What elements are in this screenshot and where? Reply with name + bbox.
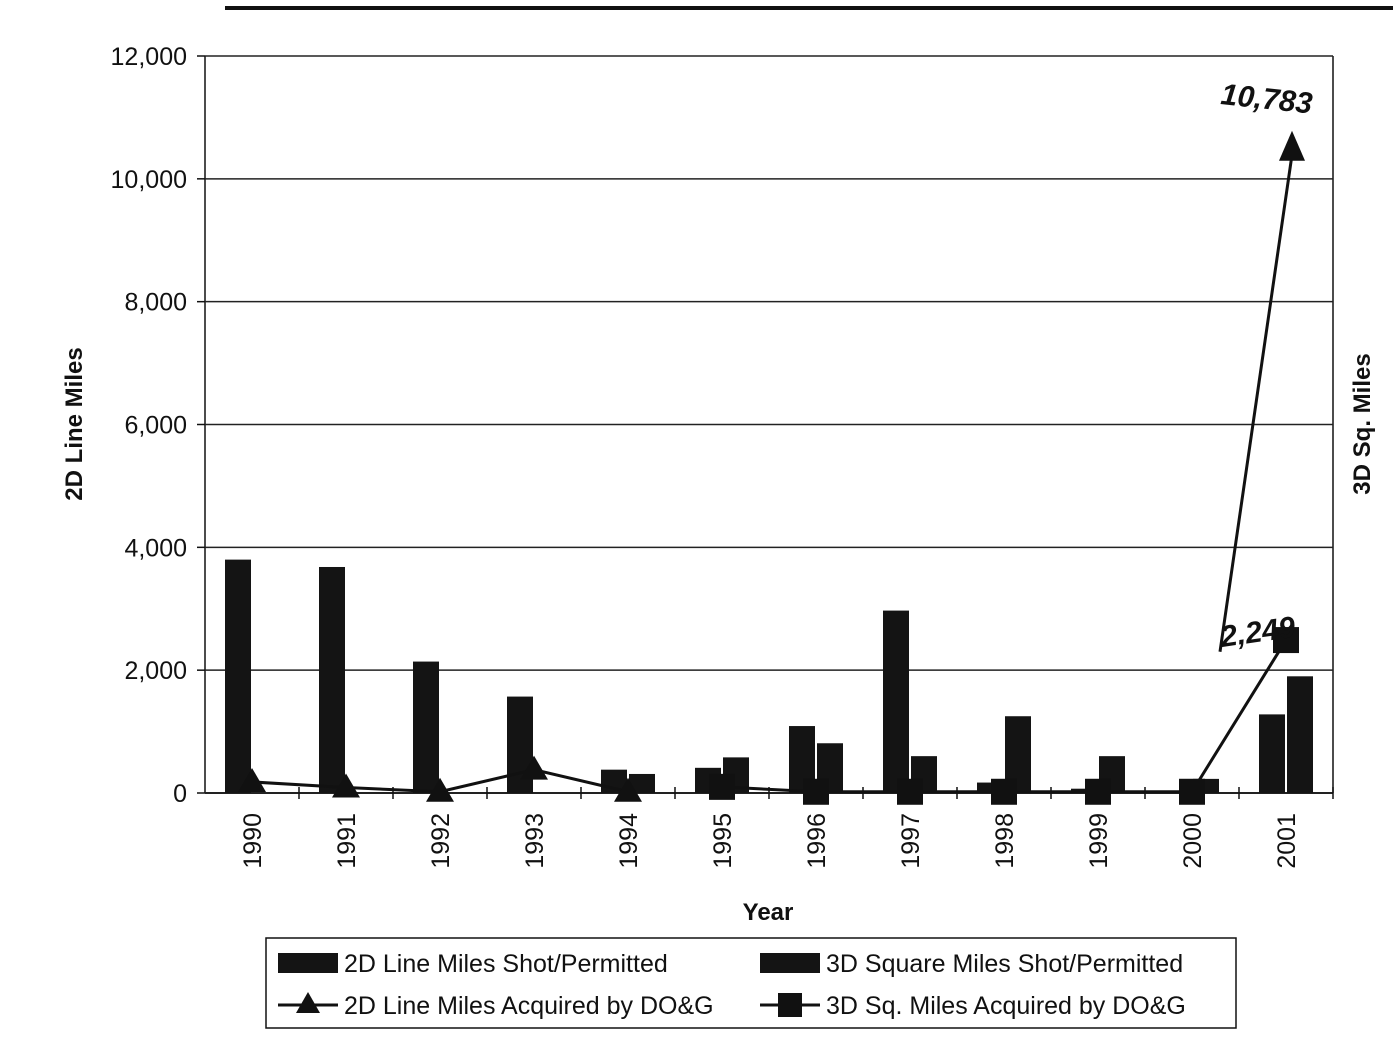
annotation-label: 10,783	[1219, 78, 1314, 120]
acquired-2d-point	[238, 767, 266, 792]
x-tick-label: 1998	[991, 813, 1019, 869]
bar-3d-shot-permitted	[629, 773, 655, 793]
x-tick-label: 2000	[1179, 813, 1207, 869]
bar-3d-shot-permitted	[1287, 676, 1313, 793]
bar-2d-shot-permitted	[319, 566, 345, 793]
x-tick-label: 1992	[427, 813, 455, 869]
legend: 2D Line Miles Shot/Permitted 3D Square Mi…	[265, 937, 1237, 1029]
bar-2d-shot-permitted	[225, 559, 251, 793]
y-tick-label: 6,000	[124, 412, 187, 440]
acquired-3d-point	[709, 773, 735, 800]
acquired-2d-point	[426, 777, 454, 802]
acquired-3d-point	[991, 778, 1017, 805]
bar-2d-shot-permitted	[413, 661, 439, 793]
acquired-2d-point	[520, 755, 548, 780]
y-tick-label: 0	[173, 780, 187, 808]
x-tick-label: 1993	[521, 813, 549, 869]
x-tick-label: 1994	[615, 813, 643, 869]
bar-2d-shot-permitted	[1259, 714, 1285, 793]
acquired-3d-point	[1085, 778, 1111, 805]
bar-2d-shot-permitted	[977, 782, 1003, 793]
x-tick-label: 1990	[239, 813, 267, 869]
legend-box	[265, 937, 1237, 1029]
x-tick-label: 1999	[1085, 813, 1113, 869]
x-tick-label: 2001	[1273, 813, 1301, 869]
annotation-arrow-head	[1279, 130, 1305, 161]
x-tick-label: 1995	[709, 813, 737, 869]
x-tick-label: 1996	[803, 813, 831, 869]
annotation-arrow-line	[1218, 154, 1294, 652]
y-tick-label: 10,000	[111, 166, 187, 194]
x-tick-label: 1997	[897, 813, 925, 869]
legend-swatch-3d-shot	[760, 953, 820, 973]
bar-2d-shot-permitted	[883, 610, 909, 793]
y-tick-label: 4,000	[124, 534, 187, 562]
x-axis-title: Year	[743, 899, 794, 926]
y2-axis-title: 3D Sq. Miles	[1349, 353, 1376, 494]
legend-marker-triangle	[296, 992, 320, 1013]
y-tick-label: 8,000	[124, 289, 187, 317]
legend-swatch-2d-shot	[278, 953, 338, 973]
acquired-3d-point	[1179, 778, 1205, 805]
legend-label: 3D Sq. Miles Acquired by DO&G	[826, 992, 1186, 1020]
acquired-2d-point	[614, 777, 642, 802]
acquired-3d-point	[897, 778, 923, 805]
acquired-3d-point	[1273, 627, 1299, 654]
y-tick-label: 2,000	[124, 657, 187, 685]
legend-label: 2D Line Miles Acquired by DO&G	[344, 992, 714, 1020]
legend-label: 2D Line Miles Shot/Permitted	[344, 950, 668, 978]
y-tick-label: 12,000	[111, 43, 187, 71]
acquired-3d-point	[803, 778, 829, 805]
legend-label: 3D Square Miles Shot/Permitted	[826, 950, 1183, 978]
legend-marker-square	[778, 993, 802, 1017]
x-tick-label: 1991	[333, 813, 361, 869]
y-axis-title: 2D Line Miles	[61, 347, 88, 500]
acquired-2d-point	[332, 773, 360, 798]
